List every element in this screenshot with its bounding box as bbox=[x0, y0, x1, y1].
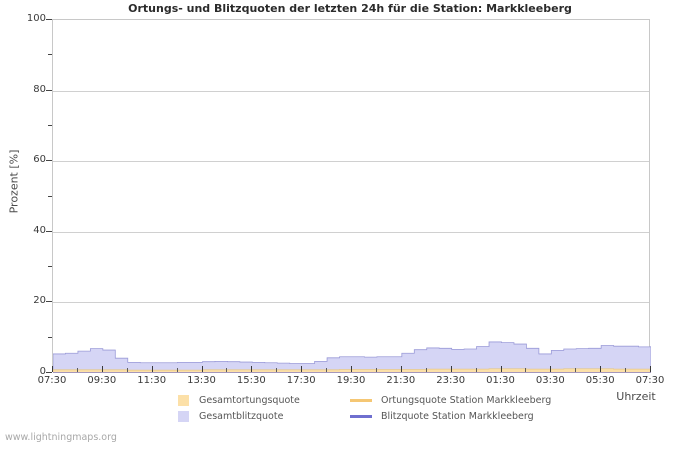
y-tick-mark bbox=[46, 160, 52, 162]
legend-row: Gesamtortungsquote Ortungsquote Station M… bbox=[178, 392, 551, 408]
x-tick-mark bbox=[201, 366, 203, 372]
watermark-label: www.lightningmaps.org bbox=[5, 432, 117, 443]
x-tick-mark-minor bbox=[126, 368, 128, 372]
x-tick-mark bbox=[52, 366, 53, 372]
gridline bbox=[53, 90, 649, 92]
y-tick-mark-minor bbox=[48, 124, 52, 126]
chart-title: Ortungs- und Blitzquoten der letzten 24h… bbox=[128, 2, 572, 15]
legend-row: Gesamtblitzquote Blitzquote Station Markk… bbox=[178, 408, 538, 424]
y-tick-mark bbox=[46, 301, 52, 303]
x-tick-mark bbox=[550, 366, 552, 372]
x-tick-label: 11:30 bbox=[137, 375, 167, 386]
y-axis-title: Prozent [%] bbox=[7, 149, 21, 214]
gridline bbox=[53, 302, 649, 304]
legend-swatch-icon bbox=[178, 410, 189, 422]
y-tick-label: 0 bbox=[39, 366, 46, 377]
legend-label: Gesamtortungsquote bbox=[199, 394, 300, 406]
x-tick-mark bbox=[650, 366, 651, 372]
legend-swatch-icon bbox=[178, 394, 189, 406]
legend-item[interactable]: Ortungsquote Station Markkleeberg bbox=[350, 395, 551, 406]
gridline bbox=[53, 231, 649, 233]
y-tick-mark-minor bbox=[48, 336, 52, 338]
y-tick-label: 100 bbox=[26, 13, 46, 24]
y-tick-mark-minor bbox=[48, 195, 52, 197]
y-tick-label: 20 bbox=[33, 295, 46, 307]
y-tick-label: 40 bbox=[33, 224, 46, 236]
plot-area bbox=[52, 19, 651, 373]
y-tick-mark bbox=[46, 89, 52, 91]
x-tick-label: 05:30 bbox=[585, 375, 615, 386]
legend-label: Blitzquote Station Markkleeberg bbox=[381, 410, 534, 422]
x-tick-mark bbox=[450, 366, 452, 372]
x-tick-mark bbox=[301, 366, 303, 372]
x-tick-label: 17:30 bbox=[286, 375, 316, 386]
legend-label: Ortungsquote Station Markkleeberg bbox=[381, 394, 552, 406]
x-tick-mark bbox=[600, 366, 602, 372]
x-tick-label: 21:30 bbox=[386, 375, 416, 386]
x-tick-label: 19:30 bbox=[336, 375, 366, 386]
legend-item[interactable]: Gesamtblitzquote bbox=[178, 410, 350, 422]
x-tick-mark-minor bbox=[226, 368, 228, 372]
legend-item[interactable]: Gesamtortungsquote bbox=[178, 394, 350, 406]
y-tick-mark-minor bbox=[48, 54, 52, 56]
legend-item[interactable]: Blitzquote Station Markkleeberg bbox=[350, 411, 534, 422]
x-tick-mark bbox=[500, 366, 502, 372]
x-tick-label: 01:30 bbox=[486, 375, 515, 386]
gridline bbox=[53, 161, 649, 163]
x-tick-label: 09:30 bbox=[87, 375, 117, 386]
y-tick-mark bbox=[46, 19, 52, 20]
legend-line-icon bbox=[350, 414, 372, 418]
x-tick-mark-minor bbox=[425, 368, 427, 372]
legend-line-icon bbox=[350, 398, 372, 402]
x-tick-mark-minor bbox=[625, 368, 627, 372]
x-axis-title: Uhrzeit bbox=[616, 390, 656, 403]
x-tick-label: 07:30 bbox=[635, 375, 665, 386]
series-area-gesamtortungsquote bbox=[53, 368, 651, 373]
x-tick-mark bbox=[151, 366, 153, 372]
y-tick-mark-minor bbox=[48, 266, 52, 268]
x-tick-mark-minor bbox=[326, 368, 328, 372]
legend-label: Gesamtblitzquote bbox=[199, 410, 284, 422]
x-tick-mark-minor bbox=[176, 368, 178, 372]
x-tick-label: 03:30 bbox=[535, 375, 565, 386]
y-tick-mark bbox=[46, 372, 52, 373]
x-tick-mark bbox=[101, 366, 103, 372]
x-tick-mark bbox=[251, 366, 253, 372]
x-tick-label: 23:30 bbox=[436, 375, 466, 386]
y-tick-label: 80 bbox=[33, 83, 46, 95]
chart-legend: Gesamtortungsquote Ortungsquote Station M… bbox=[178, 392, 551, 424]
x-tick-label: 07:30 bbox=[37, 375, 67, 386]
x-tick-label: 15:30 bbox=[236, 375, 266, 386]
x-tick-mark bbox=[351, 366, 352, 372]
x-tick-mark-minor bbox=[276, 368, 278, 372]
x-tick-mark-minor bbox=[525, 368, 527, 372]
series-area-gesamtblitzquote bbox=[53, 341, 651, 373]
series-layer bbox=[53, 341, 651, 373]
x-tick-mark-minor bbox=[76, 368, 78, 372]
x-tick-mark bbox=[400, 366, 402, 372]
x-tick-label: 13:30 bbox=[187, 375, 216, 386]
x-tick-mark-minor bbox=[375, 368, 377, 372]
y-tick-label: 60 bbox=[33, 154, 46, 166]
x-tick-mark-minor bbox=[475, 368, 477, 372]
x-tick-mark-minor bbox=[575, 368, 577, 372]
y-tick-mark bbox=[46, 230, 52, 232]
